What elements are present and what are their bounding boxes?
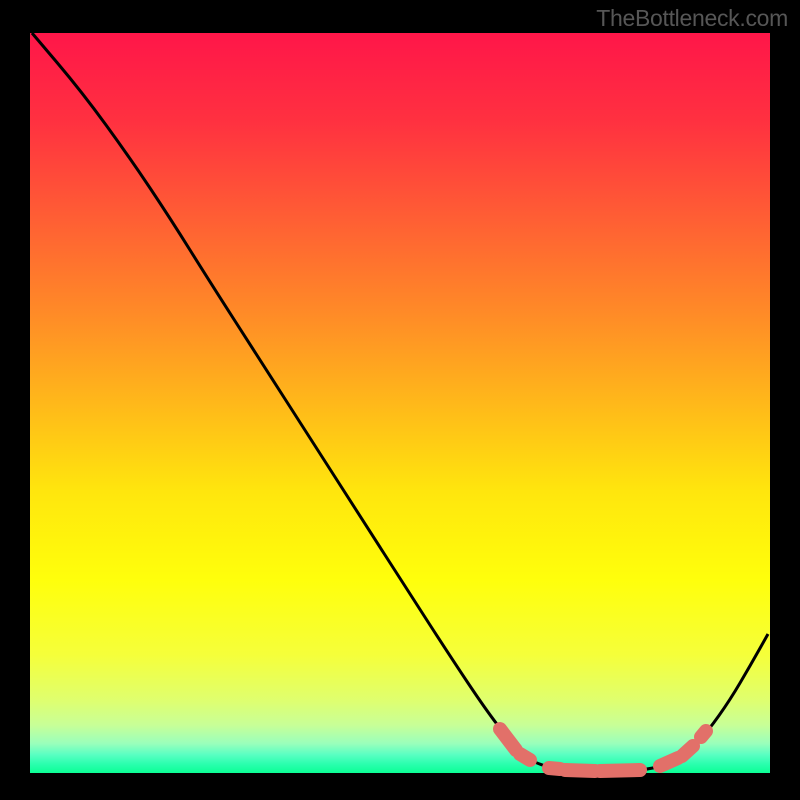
marker-segment — [701, 731, 706, 737]
marker-segment — [660, 758, 678, 766]
plot-background — [30, 33, 770, 773]
marker-segment — [682, 746, 693, 756]
chart-container: TheBottleneck.com — [0, 0, 800, 800]
plot-svg — [0, 0, 800, 800]
marker-segment — [565, 770, 595, 771]
marker-segment — [600, 770, 640, 771]
marker-segment — [520, 754, 530, 760]
